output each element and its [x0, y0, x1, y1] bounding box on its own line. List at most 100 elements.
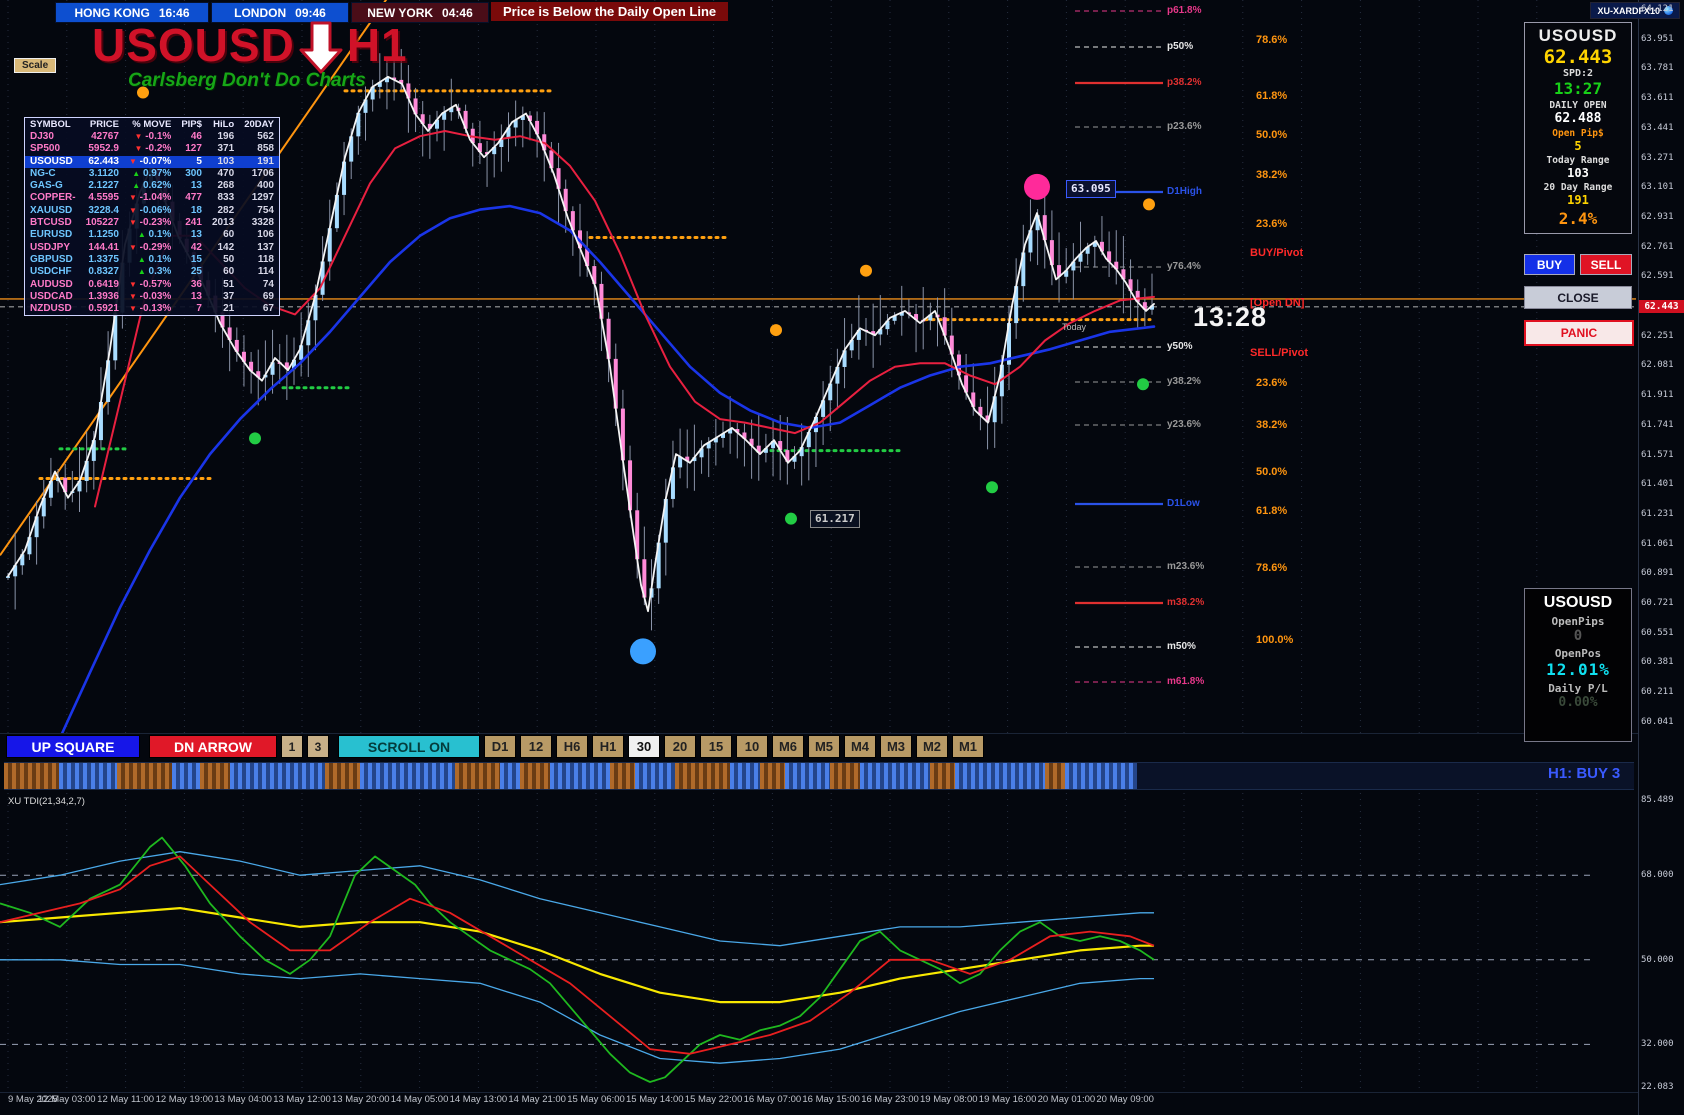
toolbar-button-h6[interactable]: H6 [556, 735, 588, 758]
signal-segment [200, 763, 230, 789]
watchlist-cell: 7 [196, 303, 202, 315]
toolbar-button-10[interactable]: 10 [736, 735, 768, 758]
watchlist-row-gas-g[interactable]: GAS-G 2.1227 ▲ 0.62% 13 268 400 [25, 180, 280, 192]
toolbar-button-dn-arrow[interactable]: DN ARROW [149, 735, 277, 758]
panic-button[interactable]: PANIC [1524, 320, 1634, 346]
toolbar-button-m3[interactable]: M3 [880, 735, 912, 758]
watchlist-cell: 754 [257, 204, 274, 216]
open-pos-label: OpenPos [1554, 647, 1602, 660]
signal-segment [1045, 763, 1065, 789]
open-pips-label: Open Pip$ [1552, 128, 1604, 139]
buy-signal-marker [630, 638, 656, 665]
chart-overlays: 13:28 Today 63.095 61.217 p61.8% p50% p38.… [810, 5, 1308, 687]
signal-segment [830, 763, 860, 789]
toolbar-button-3[interactable]: 3 [307, 735, 329, 758]
watchlist-row-copper-[interactable]: COPPER- 4.5595 ▼ -1.04% 477 833 1297 [25, 192, 280, 204]
retracement-label: 100.0% [1256, 634, 1294, 646]
watchlist-cell: 196 [217, 131, 235, 142]
watchlist-cell: COPPER- [30, 192, 76, 204]
clock-newyork: NEW YORK 04:46 [351, 2, 489, 23]
down-arrow-icon [299, 21, 343, 74]
watchlist-row-sp500[interactable]: SP500 5952.9 ▼ -0.2% 127 371 858 [25, 143, 280, 155]
time-axis-label: 19 May 16:00 [978, 1094, 1037, 1105]
price-axis-label: 63.271 [1641, 152, 1674, 163]
watchlist-cell: 470 [217, 167, 235, 179]
scale-button[interactable]: Scale [14, 58, 57, 73]
signal-segment [117, 763, 172, 789]
watchlist-row-audusd[interactable]: AUDUSD 0.6419 ▼ -0.57% 36 51 74 [25, 279, 280, 291]
watchlist-cell: USDCAD [30, 290, 73, 302]
watchlist-row-dj30[interactable]: DJ30 42767 ▼ -0.1% 46 196 562 [25, 131, 280, 143]
watchlist-header: PRICE [89, 119, 119, 130]
watchlist-cell: ▼ -0.1% [134, 131, 172, 142]
watchlist-row-xauusd[interactable]: XAUUSD 3228.4 ▼ -0.06% 18 282 754 [25, 205, 280, 217]
fib-label: D1High [1167, 186, 1202, 197]
watchlist-row-gbpusd[interactable]: GBPUSD 1.3375 ▲ 0.1% 15 50 118 [25, 254, 280, 266]
watchlist-cell: NZDUSD [30, 303, 72, 315]
daily-pl-label: Daily P/L [1548, 682, 1608, 695]
toolbar-button-20[interactable]: 20 [664, 735, 696, 758]
price-axis-label: 61.571 [1641, 449, 1674, 460]
watchlist-cell: 127 [185, 143, 202, 155]
watchlist-cell: ▼ -0.13% [128, 303, 172, 315]
signal-segment [59, 763, 117, 789]
toolbar-button-12[interactable]: 12 [520, 735, 552, 758]
up-triangle-icon: ▲ [132, 181, 141, 191]
current-price-tag: 62.443 [1639, 300, 1684, 313]
watchlist-row-ng-c[interactable]: NG-C 3.1120 ▲ 0.97% 300 470 1706 [25, 168, 280, 180]
watchlist-cell: ▲ 0.3% [137, 266, 172, 278]
watchlist-row-btcusd[interactable]: BTCUSD 105227 ▼ -0.23% 241 2013 3328 [25, 217, 280, 229]
close-button[interactable]: CLOSE [1524, 286, 1632, 309]
watchlist-table[interactable]: SYMBOL PRICE% MOVE PIP$ HiLo 20DAY DJ30 42767… [24, 117, 280, 317]
signal-strip [4, 762, 1634, 790]
watchlist-header: % MOVE [132, 119, 172, 130]
time-axis-label: 20 May 01:00 [1037, 1094, 1096, 1105]
watchlist-cell: 106 [257, 229, 274, 241]
toolbar-button-15[interactable]: 15 [700, 735, 732, 758]
position-panel: USOUSD OpenPips 0 OpenPos 12.01% Daily P… [1524, 588, 1632, 742]
toolbar-button-m4[interactable]: M4 [844, 735, 876, 758]
fib-label: p23.6% [1167, 121, 1202, 132]
clock-time: 16:46 [158, 5, 190, 20]
watchlist-row-eurusd[interactable]: EURUSD 1.1250 ▲ 0.1% 13 60 106 [25, 229, 280, 241]
signal-segment [360, 763, 455, 789]
account-label: XU-XARDFX10 [1590, 2, 1680, 19]
toolbar-button-30[interactable]: 30 [628, 735, 660, 758]
watchlist-cell: 2013 [211, 217, 235, 229]
toolbar-button-h1[interactable]: H1 [592, 735, 624, 758]
toolbar-button-m2[interactable]: M2 [916, 735, 948, 758]
retracement-label: 78.6% [1256, 34, 1288, 46]
watchlist-row-usdjpy[interactable]: USDJPY 144.41 ▼ -0.29% 42 142 137 [25, 242, 280, 254]
watchlist-row-usdcad[interactable]: USDCAD 1.3936 ▼ -0.03% 13 37 69 [25, 291, 280, 303]
watchlist-cell: 1.3375 [88, 253, 119, 265]
retracement-label: 78.6% [1256, 562, 1288, 574]
watchlist-cell: 282 [217, 204, 235, 216]
watchlist-row-nzdusd[interactable]: NZDUSD 0.5921 ▼ -0.13% 7 21 67 [25, 303, 280, 316]
down-triangle-icon: ▼ [128, 205, 137, 215]
open-pips-value: 5 [1574, 139, 1582, 153]
price-axis-label: 63.611 [1641, 93, 1674, 104]
pivot-label: BUY/Pivot [1250, 247, 1304, 259]
toolbar-button-up-square[interactable]: UP SQUARE [6, 735, 140, 758]
daily-pl-value: 0.00% [1558, 695, 1598, 710]
toolbar-button-m5[interactable]: M5 [808, 735, 840, 758]
watchlist-row-usousd[interactable]: USOUSD 62.443 ▼ -0.07% 5 103 191 [24, 155, 280, 168]
toolbar-button-1[interactable]: 1 [281, 735, 303, 758]
signal-segment [730, 763, 760, 789]
toolbar-button-m6[interactable]: M6 [772, 735, 804, 758]
buy-button[interactable]: BUY [1524, 254, 1575, 275]
down-triangle-icon: ▼ [134, 144, 143, 154]
toolbar-button-d1[interactable]: D1 [484, 735, 516, 758]
watchlist-row-usdchf[interactable]: USDCHF 0.8327 ▲ 0.3% 25 60 114 [25, 266, 280, 278]
fib-label: p61.8% [1167, 5, 1202, 16]
watchlist-header: SYMBOL [30, 119, 71, 130]
toolbar-button-scroll-on[interactable]: SCROLL ON [338, 735, 480, 758]
signal-segment [785, 763, 830, 789]
watchlist-cell: ▼ -0.07% [128, 155, 172, 167]
retracement-label: 23.6% [1256, 218, 1288, 230]
fib-label: y38.2% [1167, 376, 1201, 387]
toolbar-button-m1[interactable]: M1 [952, 735, 984, 758]
watchlist-cell: 3328 [251, 217, 274, 229]
sell-button[interactable]: SELL [1580, 254, 1632, 275]
